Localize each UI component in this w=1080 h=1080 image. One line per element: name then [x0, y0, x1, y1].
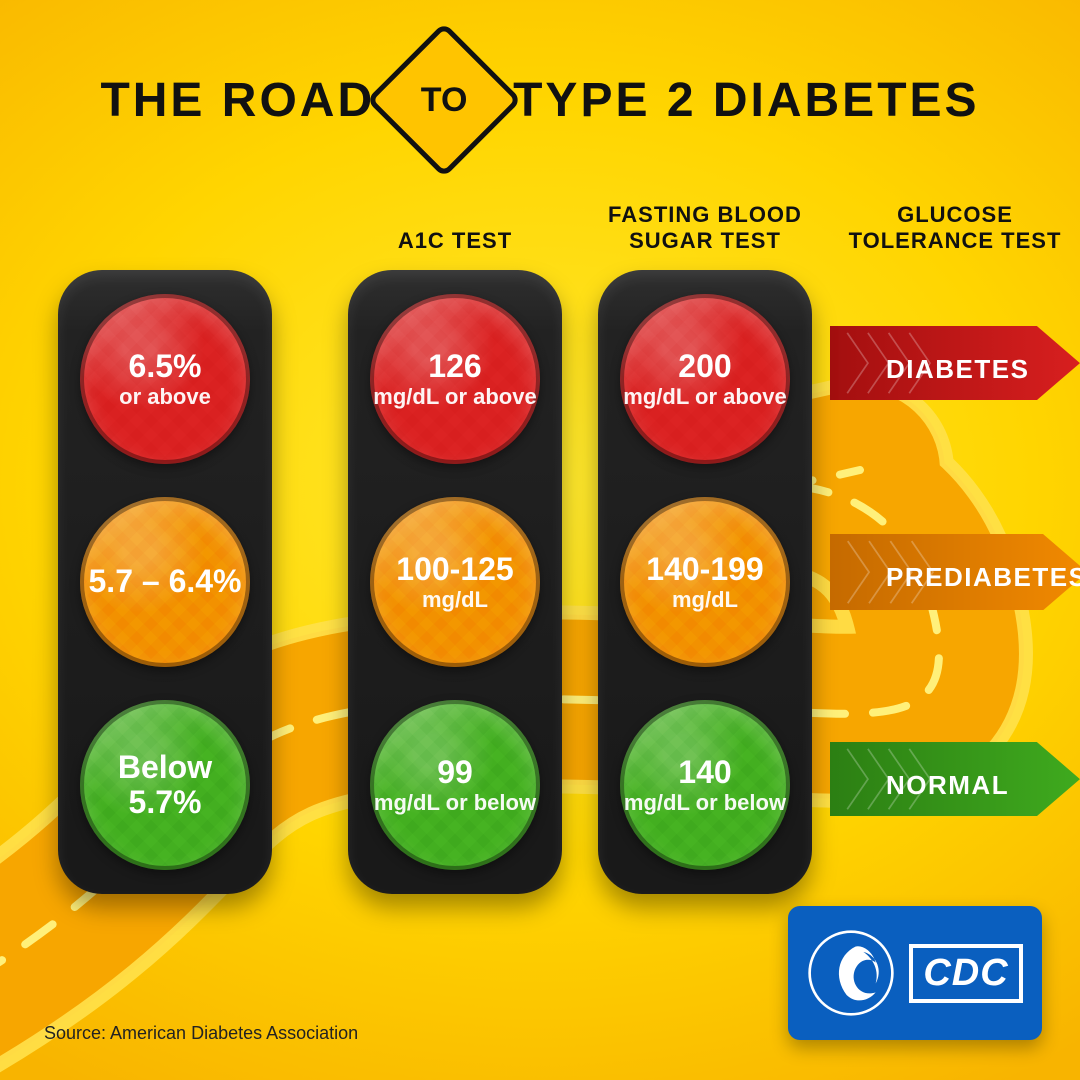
row-label-normal: NORMAL [886, 770, 1009, 801]
light-col-fasting: 126 mg/dL or above 100-125 mg/dL 99 mg/d… [330, 270, 580, 894]
title-row: THE ROAD TO TYPE 2 DIABETES [0, 45, 1080, 155]
value: 99 [437, 755, 473, 790]
value-sub: mg/dL or below [374, 791, 536, 815]
value: 140 [678, 755, 731, 790]
value: 100-125 [396, 552, 513, 587]
arrow-prediabetes: PREDIABETES [830, 534, 1080, 620]
row-label-diabetes: DIABETES [886, 354, 1029, 385]
row-label-diabetes-cell: DIABETES [830, 270, 1080, 468]
lamp-tolerance-diabetes: 200 mg/dL or above [620, 294, 790, 464]
value-sub: or above [119, 385, 211, 409]
light-col-tolerance: 200 mg/dL or above 140-199 mg/dL 140 mg/… [580, 270, 830, 894]
col-header-fasting: FASTING BLOOD SUGAR TEST [580, 175, 830, 270]
sign-text: TO [389, 45, 499, 155]
title-post: TYPE 2 DIABETES [513, 73, 979, 128]
signal-tolerance: 200 mg/dL or above 140-199 mg/dL 140 mg/… [598, 270, 812, 894]
light-col-a1c: 6.5% or above 5.7 – 6.4% Below 5.7% [0, 270, 330, 894]
hhs-seal-icon [807, 929, 895, 1017]
lamp-a1c-prediabetes: 5.7 – 6.4% [80, 497, 250, 667]
col-header-tolerance: GLUCOSE TOLERANCE TEST [830, 175, 1080, 270]
title-pre: THE ROAD [100, 73, 375, 128]
value: 126 [428, 349, 481, 384]
row-label-normal-cell: NORMAL [830, 686, 1080, 884]
cdc-text: CDC [909, 944, 1022, 1003]
lamp-a1c-diabetes: 6.5% or above [80, 294, 250, 464]
value: 200 [678, 349, 731, 384]
content-grid: A1C TEST FASTING BLOOD SUGAR TEST GLUCOS… [0, 175, 1080, 894]
source-text: Source: American Diabetes Association [44, 1023, 358, 1044]
signal-fasting: 126 mg/dL or above 100-125 mg/dL 99 mg/d… [348, 270, 562, 894]
signal-a1c: 6.5% or above 5.7 – 6.4% Below 5.7% [58, 270, 272, 894]
cdc-badge: CDC [788, 906, 1042, 1040]
road-sign-icon: TO [389, 45, 499, 155]
lamp-tolerance-prediabetes: 140-199 mg/dL [620, 497, 790, 667]
value: 140-199 [646, 552, 763, 587]
value: 6.5% [129, 349, 202, 384]
arrow-normal: NORMAL [830, 742, 1080, 828]
lamp-tolerance-normal: 140 mg/dL or below [620, 700, 790, 870]
lamp-fasting-diabetes: 126 mg/dL or above [370, 294, 540, 464]
value-sub: mg/dL or above [373, 385, 536, 409]
value-sub: mg/dL [422, 588, 488, 612]
lamp-a1c-normal: Below 5.7% [80, 700, 250, 870]
value-sub: mg/dL or below [624, 791, 786, 815]
lamp-fasting-prediabetes: 100-125 mg/dL [370, 497, 540, 667]
row-label-prediabetes: PREDIABETES [886, 562, 1080, 593]
lamp-fasting-normal: 99 mg/dL or below [370, 700, 540, 870]
value: Below 5.7% [80, 750, 250, 820]
value: 5.7 – 6.4% [89, 564, 242, 599]
arrow-diabetes: DIABETES [830, 326, 1080, 412]
row-label-prediabetes-cell: PREDIABETES [830, 478, 1080, 676]
value-sub: mg/dL or above [623, 385, 786, 409]
value-sub: mg/dL [672, 588, 738, 612]
col-header-a1c: A1C TEST [330, 175, 580, 270]
